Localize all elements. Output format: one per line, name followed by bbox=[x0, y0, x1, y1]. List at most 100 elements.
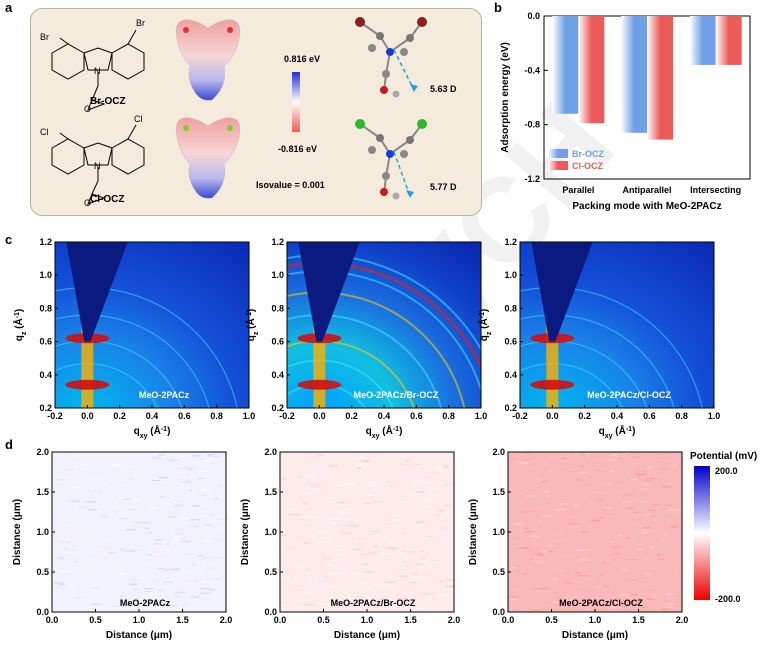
kpfm-texture bbox=[508, 452, 682, 611]
ytick-label: 1.5 bbox=[36, 487, 49, 497]
xtick-label: 0.6 bbox=[643, 411, 656, 421]
bar-cl-ocz-antiparallel bbox=[647, 16, 673, 140]
ytick-label: 0.5 bbox=[264, 567, 277, 577]
xtick-label: 0.8 bbox=[442, 411, 455, 421]
ytick-label: 1.0 bbox=[39, 270, 52, 280]
xtick-label: 0.0 bbox=[274, 615, 287, 625]
kpfm-sample-label: MeO-2PACz/Br-OCZ bbox=[331, 598, 416, 608]
xtick-label: 0.0 bbox=[46, 615, 59, 625]
kpfm-xlabel: Distance (μm) bbox=[334, 630, 400, 641]
ytick-label: 0.4 bbox=[39, 370, 52, 380]
panel-a-box bbox=[30, 8, 482, 216]
xtick-label: 1.5 bbox=[632, 615, 645, 625]
kpfm-ylabel: Distance (μm) bbox=[468, 499, 479, 565]
mol1-atom-n: N bbox=[94, 66, 101, 76]
xtick-label: 0.4 bbox=[146, 411, 159, 421]
xtick-label: 1.0 bbox=[475, 411, 488, 421]
mol2-atom-n: N bbox=[94, 161, 101, 171]
bar-cl-ocz-intersecting bbox=[715, 16, 742, 65]
ytick-label: 1.0 bbox=[264, 527, 277, 537]
xtick-label: 2.0 bbox=[676, 615, 689, 625]
ytick-label: -0.4 bbox=[524, 65, 540, 75]
ytick-label: 1.5 bbox=[264, 487, 277, 497]
ytick-label: 0.5 bbox=[36, 567, 49, 577]
kpfm-map-2: 0.00.0 0.5 0.5 1.0 1.0 1.5 1.5 2.0 2.0 MeO-2PACz/… bbox=[240, 447, 461, 641]
xtick-label: 1.5 bbox=[404, 615, 417, 625]
ytick-label: 0.2 bbox=[39, 403, 52, 413]
panel-letter-b: b bbox=[494, 0, 502, 15]
kpfm-sample-label: MeO-2PACz/Cl-OCZ bbox=[559, 598, 643, 608]
intense-peak bbox=[65, 379, 110, 390]
giwaxs-xlabel: qxy (Å-1) bbox=[599, 424, 636, 440]
xtick-label: 2.0 bbox=[448, 615, 461, 625]
legend-swatch-br-ocz bbox=[548, 149, 568, 158]
giwaxs-plot-2: -0.2 0.0 0.2 0.4 0.6 0.8 1.0 0.2 0.4 0.6 0.8 1.0 1.2… bbox=[244, 237, 488, 440]
legend-label-cl-ocz: Cl-OCZ bbox=[572, 161, 603, 171]
cl-ocz-structure bbox=[51, 124, 145, 205]
kpfm-sample-label: MeO-2PACz bbox=[120, 598, 171, 608]
kpfm-ylabel: Distance (μm) bbox=[12, 499, 23, 565]
xtick-label-antiparallel: Antiparallel bbox=[622, 185, 671, 195]
mol2-atom-cl-top: Cl bbox=[134, 114, 143, 124]
ytick-label: -0.8 bbox=[524, 120, 540, 130]
mol1-atom-br-left: Br bbox=[40, 32, 49, 42]
bar-cl-ocz-parallel bbox=[578, 16, 605, 124]
esp-min-label: -0.816 eV bbox=[278, 144, 318, 154]
ytick-label: 0.6 bbox=[271, 337, 284, 347]
xtick-label: 0.0 bbox=[546, 411, 559, 421]
ytick-label: 0.8 bbox=[504, 303, 517, 313]
esp-colorbar bbox=[292, 72, 300, 132]
panel-letter-a: a bbox=[5, 0, 13, 15]
adsorption-energy-chart: Parallel Antiparallel Intersecting 0.0 -0.4 -… bbox=[500, 11, 751, 212]
ytick-label: 1.2 bbox=[504, 237, 517, 247]
ytick-label: 1.0 bbox=[271, 270, 284, 280]
giwaxs-xlabel: qxy (Å-1) bbox=[134, 424, 171, 440]
ytick-label: 0.8 bbox=[271, 303, 284, 313]
xtick-label: 0.2 bbox=[578, 411, 591, 421]
giwaxs-plot-1: -0.2 0.0 0.2 0.4 0.6 0.8 1.0 0.2 0.4 0.6 0.8 1.0 1.2… bbox=[12, 237, 255, 440]
ytick-label: 0.6 bbox=[504, 337, 517, 347]
kpfm-map-1: 0.00.0 0.5 0.5 1.0 1.0 1.5 1.5 2.0 2.0 MeO-2PACz D… bbox=[12, 447, 233, 641]
mol2-atom-cl-left: Cl bbox=[40, 127, 49, 137]
esp-max-label: 0.816 eV bbox=[284, 54, 321, 64]
panel-letter-d: d bbox=[5, 437, 13, 452]
ytick-label: 0.4 bbox=[504, 370, 517, 380]
molecule-structures bbox=[51, 29, 145, 205]
xtick-label: 1.5 bbox=[176, 615, 189, 625]
kpfm-texture bbox=[52, 452, 229, 609]
xtick-label: 1.0 bbox=[133, 615, 146, 625]
giwaxs-ylabel: qz (Å-1) bbox=[12, 309, 28, 342]
legend-label-br-ocz: Br-OCZ bbox=[572, 149, 604, 159]
beamstop-shadow bbox=[66, 242, 128, 342]
xtick-label: 0.2 bbox=[113, 411, 126, 421]
xtick-label: 2.0 bbox=[220, 615, 233, 625]
colorbar-max-label: 200.0 bbox=[715, 466, 738, 476]
intense-peak bbox=[297, 379, 342, 390]
xtick-label: 0.0 bbox=[502, 615, 515, 625]
giwaxs-plot-3: -0.2 0.0 0.2 0.4 0.6 0.8 1.0 0.2 0.4 0.6 0.8 1.0 1.2… bbox=[477, 237, 720, 440]
mol2-atom-o: O bbox=[84, 198, 92, 208]
ytick-label: 1.2 bbox=[39, 237, 52, 247]
kpfm-xlabel: Distance (μm) bbox=[562, 630, 628, 641]
ytick-label: 0.8 bbox=[39, 303, 52, 313]
giwaxs-xlabel: qxy (Å-1) bbox=[366, 424, 403, 440]
xtick-label: 0.0 bbox=[81, 411, 94, 421]
ytick-label: 1.0 bbox=[504, 270, 517, 280]
esp-surface-br-ocz bbox=[175, 19, 241, 101]
dipole-cl-ocz: 5.77 D bbox=[430, 182, 457, 192]
ytick-label: 0.5 bbox=[492, 567, 505, 577]
ytick-label: 1.0 bbox=[492, 527, 505, 537]
mol1-atom-o: O bbox=[84, 104, 92, 114]
ytick-label: 0.6 bbox=[39, 337, 52, 347]
ytick-label: 1.0 bbox=[36, 527, 49, 537]
panel-letter-c: c bbox=[5, 232, 13, 247]
ytick-label: 2.0 bbox=[36, 447, 49, 457]
kpfm-xlabel: Distance (μm) bbox=[106, 630, 172, 641]
xtick-label: -0.2 bbox=[512, 411, 528, 421]
ytick-label: 0.2 bbox=[271, 403, 284, 413]
kpfm-ylabel: Distance (μm) bbox=[240, 499, 251, 565]
ytick-label: 0.0 bbox=[36, 607, 49, 617]
intense-peak bbox=[530, 379, 575, 390]
ytick-label: 1.2 bbox=[271, 237, 284, 247]
